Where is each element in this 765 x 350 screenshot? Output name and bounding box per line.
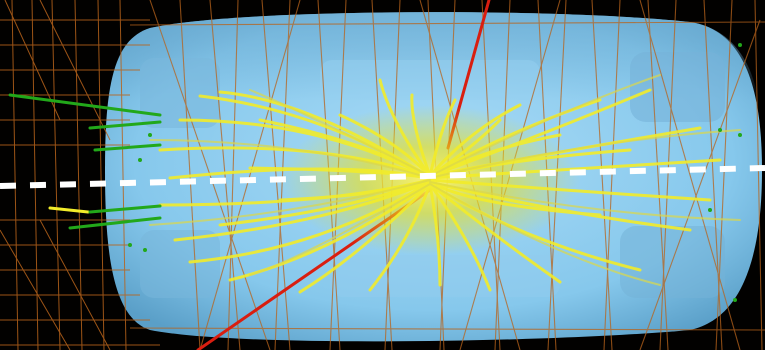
- calorimeter-mesh-left: [0, 0, 160, 350]
- beam-axis: [0, 165, 765, 189]
- isolated-track-left: [48, 206, 90, 214]
- forward-hits-left: [8, 93, 162, 230]
- particle-tracks-dim: [149, 74, 741, 286]
- forward-hit-dots: [128, 43, 742, 302]
